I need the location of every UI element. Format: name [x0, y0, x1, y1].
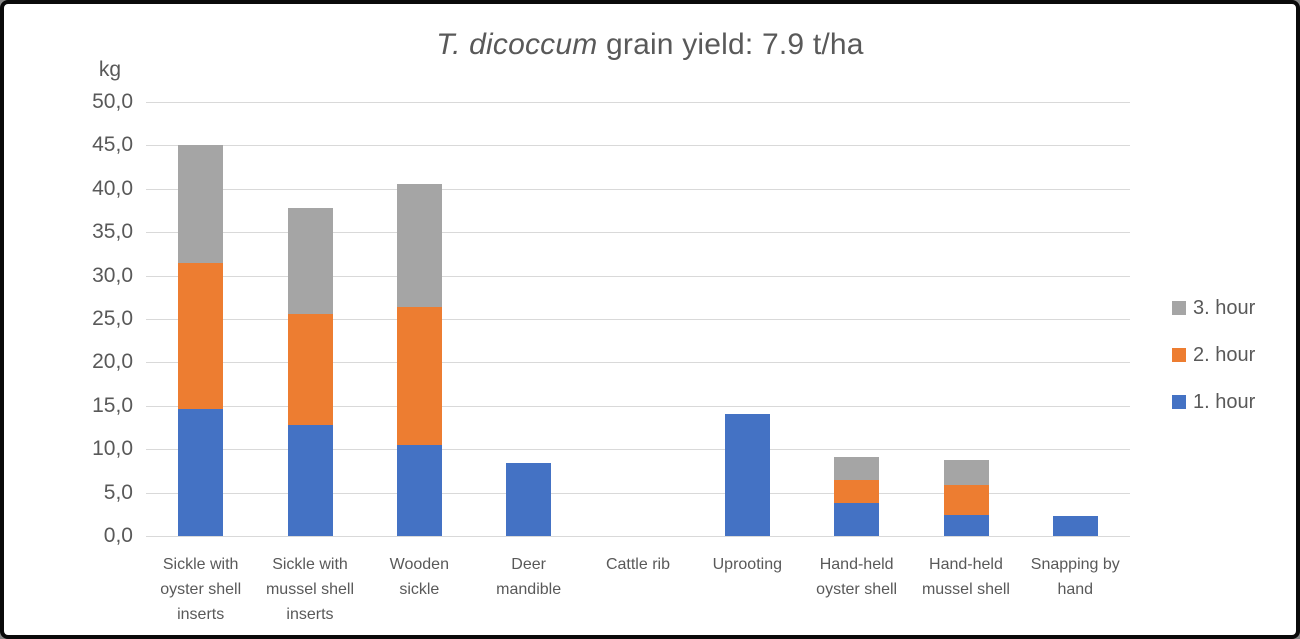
bar-segment [178, 145, 224, 264]
x-axis-category-label: Deer mandible [496, 556, 562, 598]
chart-title: T. dicoccum grain yield: 7.9 t/ha [4, 28, 1296, 62]
bar-segment [396, 184, 442, 307]
y-tick-label: 25,0 [92, 307, 133, 330]
gridline [146, 449, 1130, 451]
x-axis-category-label: Hand-held oyster shell [816, 556, 898, 598]
gridline [146, 362, 1130, 364]
bar-segment [943, 459, 989, 485]
chart-title-species: T. dicoccum [436, 28, 598, 61]
y-tick-label: 30,0 [92, 263, 133, 287]
chart-title-text: grain yield: 7.9 t/ha [597, 28, 864, 61]
x-axis-category-label: Snapping by hand [1030, 556, 1120, 598]
x-axis-category-label: Uprooting [712, 556, 782, 573]
legend-swatch-icon [1172, 395, 1186, 409]
bar-segment [287, 313, 333, 425]
y-axis-tick-labels: 0,0 5,0 10,0 15,0 20,0 25,0 30,0 35,0 40,0 45,0 50… [40, 90, 133, 547]
legend-label: 1. hour [1193, 390, 1256, 413]
x-axis-category-label: Sickle with oyster shell inserts [160, 556, 242, 623]
bar-segment [396, 444, 442, 536]
legend-label: 2. hour [1193, 343, 1256, 366]
legend-item: 3. hour [1172, 296, 1255, 320]
gridline [146, 536, 1130, 537]
bar-segment [943, 515, 989, 536]
y-tick-label: 40,0 [92, 176, 133, 200]
legend-swatch-icon [1172, 348, 1186, 362]
bar-segment [834, 503, 880, 536]
plot-area [146, 102, 1130, 537]
y-tick-label: 50,0 [92, 90, 133, 113]
bar-segment [834, 479, 880, 504]
gridline [146, 188, 1130, 190]
gridline [146, 102, 1130, 103]
bar-segment [506, 463, 552, 536]
y-tick-label: 15,0 [92, 393, 133, 417]
y-tick-label: 20,0 [92, 350, 133, 374]
y-tick-label: 5,0 [103, 480, 133, 504]
bar-segment [396, 306, 442, 445]
gridline [146, 145, 1130, 147]
legend-swatch-icon [1172, 301, 1186, 315]
bar-segment [287, 424, 333, 536]
y-tick-label: 0,0 [103, 524, 133, 547]
x-axis-category-label: Cattle rib [605, 556, 670, 573]
gridline [146, 405, 1130, 407]
legend-item: 2. hour [1172, 343, 1255, 367]
x-axis-labels: Sickle with oyster shell inserts Sickle w… [146, 552, 1130, 627]
y-tick-label: 45,0 [92, 133, 133, 157]
bar-segment [834, 457, 880, 480]
gridline [146, 232, 1130, 234]
y-axis-unit-label: kg [98, 58, 122, 81]
bar-segment [943, 484, 989, 516]
y-tick-label: 35,0 [92, 220, 133, 244]
legend-label: 3. hour [1193, 296, 1256, 319]
gridline [146, 319, 1130, 320]
x-axis-category-label: Wooden sickle [389, 556, 449, 598]
x-axis-category-label: Sickle with mussel shell inserts [265, 556, 354, 623]
gridline [146, 492, 1130, 494]
bar-segment [178, 409, 224, 536]
y-tick-label: 10,0 [92, 437, 133, 461]
gridline [146, 275, 1130, 277]
bar-segment [178, 263, 224, 410]
legend-item: 1. hour [1172, 390, 1255, 414]
x-axis-category-label: Hand-held mussel shell [921, 556, 1010, 598]
bar-segment [287, 207, 333, 314]
bar-segment [1052, 516, 1098, 536]
legend: 3. hour 2. hour 1. hour [1172, 296, 1255, 437]
bar-segment [724, 414, 770, 536]
